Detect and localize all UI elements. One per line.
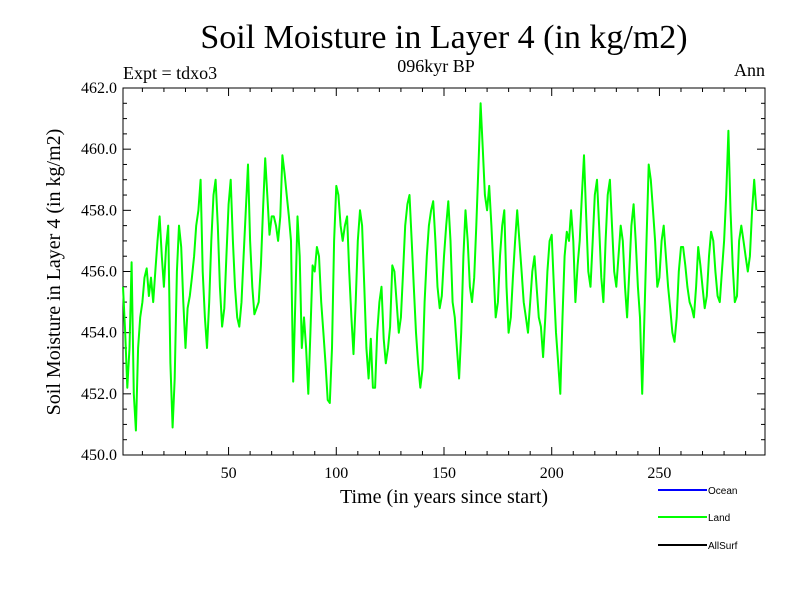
subtitle-right: Ann: [734, 60, 765, 80]
y-tick-label: 456.0: [81, 264, 117, 281]
y-tick-label: 460.0: [81, 141, 117, 158]
legend: Ocean Land AllSurf: [658, 486, 738, 552]
legend-allsurf-label: AllSurf: [708, 541, 738, 552]
x-tick-label: 200: [540, 465, 564, 482]
legend-land-label: Land: [708, 513, 730, 524]
x-tick-label: 50: [221, 465, 237, 482]
x-axis-label: Time (in years since start): [340, 486, 548, 508]
y-tick-label: 450.0: [81, 447, 117, 464]
y-tick-label: 454.0: [81, 325, 117, 342]
land-series-line: [122, 102, 758, 432]
legend-ocean-label: Ocean: [708, 486, 737, 497]
subtitle-left: Expt = tdxo3: [123, 63, 217, 83]
y-tick-label: 462.0: [81, 80, 117, 97]
x-tick-label: 150: [432, 465, 456, 482]
y-tick-label: 452.0: [81, 386, 117, 403]
y-axis-ticks: 450.0 452.0 454.0 456.0 458.0 460.0 462.0: [81, 80, 765, 464]
y-tick-label: 458.0: [81, 202, 117, 219]
x-tick-label: 100: [324, 465, 348, 482]
chart-title: Soil Moisture in Layer 4 (in kg/m2): [200, 19, 687, 56]
x-tick-label: 250: [647, 465, 671, 482]
subtitle-center: 096kyr BP: [397, 56, 475, 76]
y-axis-label: Soil Moisture in Layer 4 (in kg/m2): [43, 129, 65, 416]
x-axis-ticks: 50 100 150 200 250: [141, 88, 747, 482]
